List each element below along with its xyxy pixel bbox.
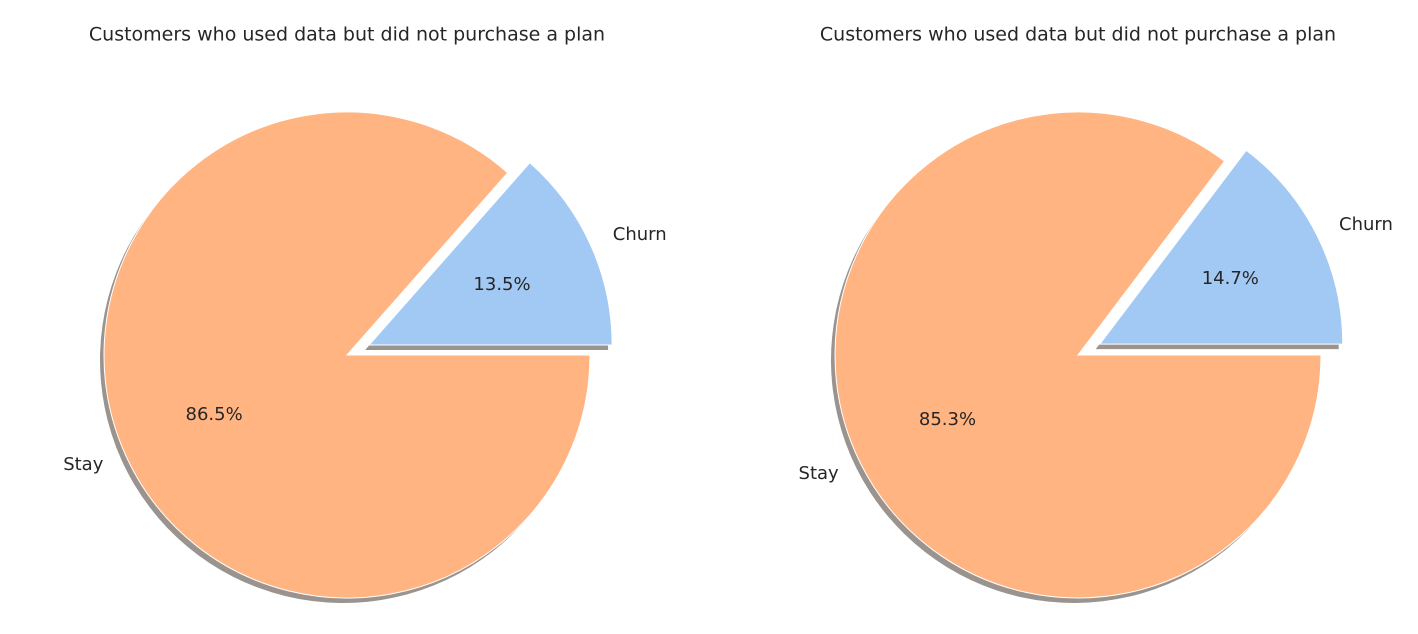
slice-label: Churn xyxy=(1339,214,1393,235)
chart-title: Customers who used data but did not purc… xyxy=(820,24,1336,46)
slice-label: Churn xyxy=(613,224,667,245)
chart-title: Customers who used data but did not purc… xyxy=(89,24,605,46)
percent-label: 13.5% xyxy=(473,274,530,295)
pie-slice xyxy=(103,111,591,599)
pie-slice xyxy=(834,111,1322,599)
percent-label: 86.5% xyxy=(186,404,243,425)
percent-label: 85.3% xyxy=(919,409,976,430)
pie-slice xyxy=(1098,149,1344,345)
pie-chart: Customers who used data but did not purc… xyxy=(63,24,667,603)
percent-label: 14.7% xyxy=(1202,268,1259,289)
slice-label: Stay xyxy=(799,463,840,484)
pie-slice xyxy=(368,162,613,346)
slice-label: Stay xyxy=(63,454,104,475)
pie-chart: Customers who used data but did not purc… xyxy=(799,24,1393,604)
